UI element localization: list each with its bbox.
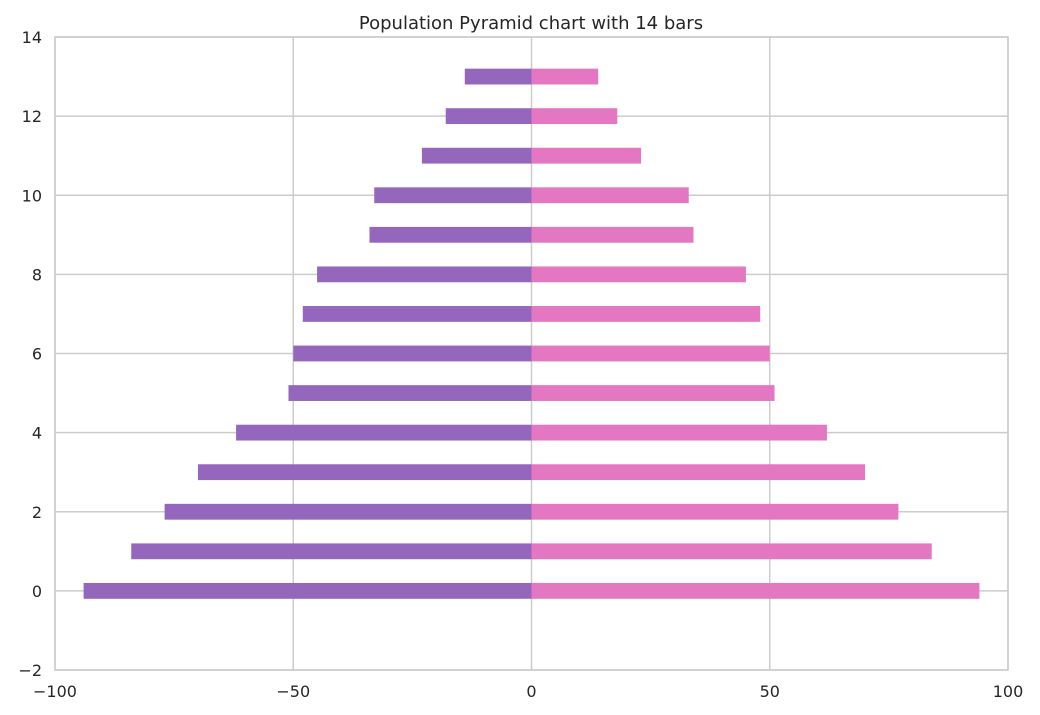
left-bar-7	[302, 306, 532, 322]
axes: −100 −50 0 50 100 −2 0 2 4 6 8 10 12 14	[18, 28, 1023, 701]
x-tick-label: 50	[760, 682, 780, 701]
x-tick-label: −50	[276, 682, 310, 701]
left-bar-10	[374, 187, 532, 204]
y-tick-label: 4	[32, 424, 42, 443]
y-tick-label: 8	[32, 265, 42, 284]
y-tick-label: 0	[32, 582, 42, 601]
right-bar-4	[531, 424, 827, 441]
left-bar-8	[317, 266, 532, 283]
right-bar-1	[531, 543, 932, 560]
right-bar-11	[531, 147, 642, 164]
y-tick-label: −2	[18, 661, 42, 680]
right-bar-5	[531, 385, 775, 401]
plot-frame	[54, 36, 1009, 671]
x-tick-label: 0	[526, 682, 536, 701]
right-bar-7	[531, 306, 761, 322]
left-bar-11	[421, 147, 532, 164]
y-tick-label: 10	[22, 186, 42, 205]
x-tick-label: −100	[33, 682, 77, 701]
right-bar-0	[531, 582, 980, 599]
left-bar-13	[464, 68, 532, 85]
left-bar-6	[293, 345, 532, 362]
y-tick-label: 2	[32, 503, 42, 522]
right-bar-10	[531, 187, 689, 204]
y-tick-label: 14	[22, 28, 42, 47]
left-bar-0	[83, 582, 532, 599]
y-tick-label: 6	[32, 345, 42, 364]
right-bar-12	[531, 108, 618, 125]
left-bar-2	[164, 503, 532, 520]
right-bar-9	[531, 226, 694, 243]
left-bar-9	[369, 226, 532, 243]
left-bar-4	[236, 424, 532, 441]
left-bar-5	[288, 385, 532, 401]
right-bar-3	[531, 464, 866, 481]
right-bar-2	[531, 503, 899, 520]
x-tick-label: 100	[993, 682, 1024, 701]
right-bar-6	[531, 345, 770, 362]
left-bar-1	[131, 543, 532, 560]
left-bar-3	[197, 464, 532, 481]
right-bar-13	[531, 68, 599, 85]
right-bar-8	[531, 266, 746, 283]
bars	[83, 68, 980, 599]
left-bar-12	[445, 108, 532, 125]
chart-title: Population Pyramid chart with 14 bars	[359, 13, 703, 34]
y-tick-label: 12	[22, 107, 42, 126]
